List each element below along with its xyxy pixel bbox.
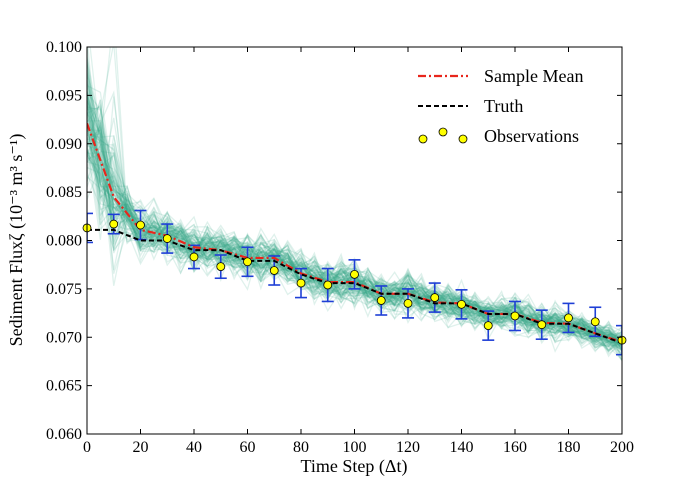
y-tick-label: 0.095 xyxy=(46,87,82,104)
ensemble-trace xyxy=(87,111,622,344)
ensemble-trace xyxy=(87,117,622,343)
ensemble-trace xyxy=(87,95,622,346)
x-axis-label: Time Step (Δt) xyxy=(301,456,408,477)
observation-point xyxy=(189,252,199,262)
ensemble-trace xyxy=(87,122,622,353)
y-tick-label: 0.075 xyxy=(46,281,82,298)
ensemble-trace xyxy=(87,86,622,358)
axis-ticks: 0 20 40 60 80 100 120 140 160 180 200 0.060 0.065 0.0… xyxy=(46,39,634,456)
observation-point xyxy=(537,320,547,330)
y-tick-label: 0.070 xyxy=(46,329,82,346)
legend-label-sample-mean: Sample Mean xyxy=(484,66,583,86)
y-tick-label: 0.085 xyxy=(46,184,82,201)
observation-point xyxy=(590,317,600,327)
observation-point xyxy=(323,280,333,290)
observation-point xyxy=(216,262,226,272)
x-tick-label: 0 xyxy=(83,439,91,456)
ensemble-trace xyxy=(87,64,622,347)
ensemble-trace xyxy=(87,153,622,343)
legend-observation-marker xyxy=(418,134,428,144)
ensemble-trace xyxy=(87,124,622,348)
y-tick-label: 0.100 xyxy=(46,39,82,56)
series-lines xyxy=(87,123,622,344)
x-tick-label: 20 xyxy=(133,439,149,456)
legend-observation-marker xyxy=(438,127,448,137)
observation-point xyxy=(269,266,279,275)
legend: Sample Mean Truth Observations xyxy=(418,66,583,146)
observation-point xyxy=(430,293,440,302)
observation-point xyxy=(457,299,466,309)
ensemble-trace xyxy=(87,127,622,355)
observation-point xyxy=(162,234,172,243)
legend-observation-marker xyxy=(458,134,468,144)
x-tick-label: 120 xyxy=(396,439,420,456)
observation-point xyxy=(243,257,252,267)
observation-point xyxy=(403,298,413,308)
ensemble-trace xyxy=(87,144,622,345)
ensemble-trace xyxy=(87,97,622,347)
ensemble-trace xyxy=(87,116,622,343)
y-axis-label: Sediment Fluxζ (10⁻³ m³ s⁻¹) xyxy=(6,134,27,347)
legend-label-observations: Observations xyxy=(484,126,579,146)
legend-label-truth: Truth xyxy=(484,96,523,116)
x-tick-label: 140 xyxy=(450,439,474,456)
ensemble-trace xyxy=(87,153,622,344)
ensemble-trace xyxy=(87,122,622,348)
truth-line xyxy=(87,228,622,344)
ensemble-trace xyxy=(87,91,622,348)
observation-point xyxy=(564,313,573,323)
y-tick-label: 0.065 xyxy=(46,378,82,395)
observation-point xyxy=(483,321,493,331)
x-tick-label: 160 xyxy=(503,439,527,456)
x-tick-label: 180 xyxy=(557,439,581,456)
x-tick-label: 40 xyxy=(186,439,202,456)
observation-point xyxy=(350,269,359,279)
observation-point xyxy=(109,219,119,229)
ensemble-trace xyxy=(87,138,622,343)
observation-point xyxy=(136,220,145,230)
observation-point xyxy=(510,311,520,321)
observation-point xyxy=(296,278,306,288)
ensemble-trace xyxy=(87,104,622,340)
observation-point xyxy=(376,296,386,305)
sample-mean-line xyxy=(87,123,622,344)
y-tick-label: 0.090 xyxy=(46,136,82,153)
y-tick-label: 0.080 xyxy=(46,233,82,250)
ensemble-trace xyxy=(87,107,622,347)
ensemble-trace xyxy=(87,72,622,346)
x-tick-label: 100 xyxy=(343,439,367,456)
ensemble-trace xyxy=(87,142,622,347)
ensemble-trace xyxy=(87,130,622,342)
y-tick-label: 0.060 xyxy=(46,426,82,443)
ensemble-trace xyxy=(87,142,622,342)
x-tick-label: 80 xyxy=(293,439,309,456)
x-tick-label: 200 xyxy=(610,439,634,456)
x-tick-label: 60 xyxy=(240,439,256,456)
